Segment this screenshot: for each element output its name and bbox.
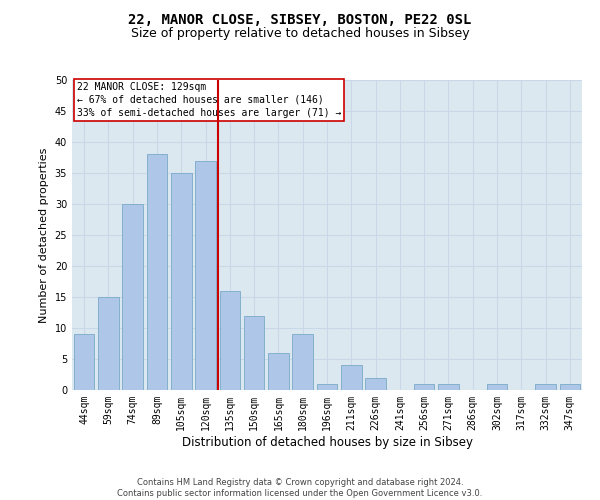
Bar <box>244 316 265 390</box>
Bar <box>74 334 94 390</box>
Bar <box>317 384 337 390</box>
Bar <box>292 334 313 390</box>
Text: Size of property relative to detached houses in Sibsey: Size of property relative to detached ho… <box>131 28 469 40</box>
Bar <box>487 384 508 390</box>
Bar <box>438 384 459 390</box>
Bar <box>146 154 167 390</box>
Bar <box>560 384 580 390</box>
Bar <box>341 365 362 390</box>
Bar <box>171 173 191 390</box>
Text: 22, MANOR CLOSE, SIBSEY, BOSTON, PE22 0SL: 22, MANOR CLOSE, SIBSEY, BOSTON, PE22 0S… <box>128 12 472 26</box>
Bar <box>268 353 289 390</box>
Text: Contains HM Land Registry data © Crown copyright and database right 2024.
Contai: Contains HM Land Registry data © Crown c… <box>118 478 482 498</box>
Y-axis label: Number of detached properties: Number of detached properties <box>39 148 49 322</box>
Bar <box>365 378 386 390</box>
Text: 22 MANOR CLOSE: 129sqm
← 67% of detached houses are smaller (146)
33% of semi-de: 22 MANOR CLOSE: 129sqm ← 67% of detached… <box>77 82 341 118</box>
Bar <box>535 384 556 390</box>
Bar <box>98 297 119 390</box>
Bar <box>195 160 216 390</box>
Bar <box>414 384 434 390</box>
Bar <box>122 204 143 390</box>
Bar <box>220 291 240 390</box>
X-axis label: Distribution of detached houses by size in Sibsey: Distribution of detached houses by size … <box>182 436 473 448</box>
